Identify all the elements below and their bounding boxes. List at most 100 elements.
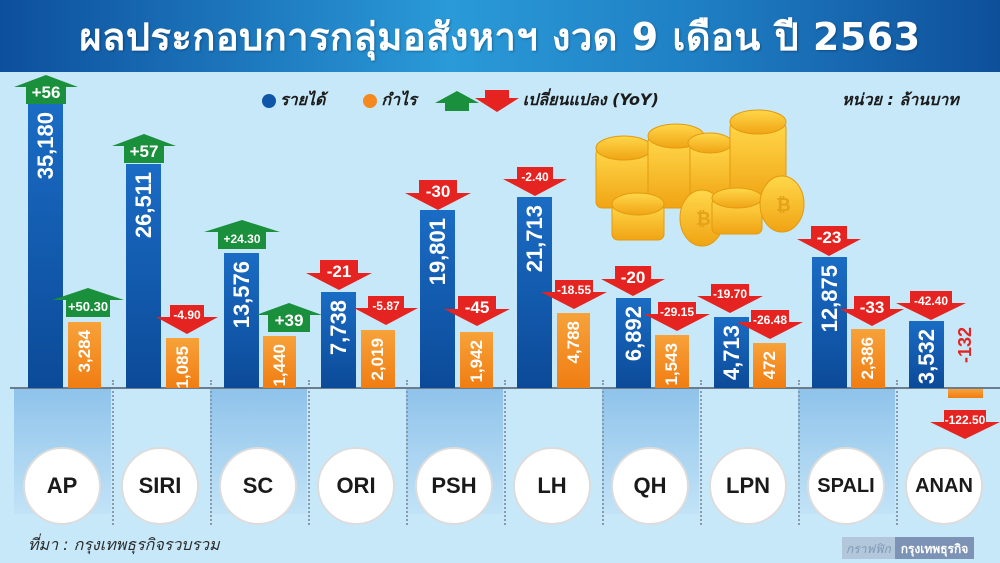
change-label: -4.90 bbox=[173, 308, 201, 322]
change-label: -23 bbox=[816, 228, 842, 247]
company-label-ori: ORI bbox=[317, 447, 395, 525]
bar-profit-ori: 2,019 bbox=[361, 330, 395, 388]
bar-value: 1,440 bbox=[269, 344, 289, 387]
chart-title: ผลประกอบการกลุ่มอสังหาฯ งวด 9 เดือน ปี 2… bbox=[79, 14, 921, 59]
bar-value: 35,180 bbox=[32, 112, 58, 180]
bar-value: 2,019 bbox=[368, 338, 387, 381]
company-label-psh: PSH bbox=[415, 447, 493, 525]
arrow-down-profit-siri: -4.90 bbox=[156, 305, 218, 334]
orange-dot-icon bbox=[363, 93, 378, 108]
bar-value: 7,738 bbox=[325, 300, 351, 356]
bar-profit-anan-negative bbox=[948, 389, 983, 398]
arrow-up-profit-sc: +39 bbox=[256, 303, 322, 332]
column-divider bbox=[406, 380, 408, 525]
change-label: -20 bbox=[620, 268, 646, 287]
arrow-up-profit-ap: +50.30 bbox=[52, 288, 124, 317]
svg-text:₿: ₿ bbox=[776, 195, 791, 215]
column-divider bbox=[602, 380, 604, 525]
arrow-down-profit-psh: -45 bbox=[444, 296, 510, 326]
change-label: -21 bbox=[326, 262, 352, 281]
bar-value: 4,788 bbox=[563, 321, 583, 364]
change-label: -29.15 bbox=[659, 305, 695, 319]
bar-value: 12,875 bbox=[816, 265, 842, 333]
bar-value: 1,543 bbox=[662, 343, 681, 386]
company-label-lh: LH bbox=[513, 447, 591, 525]
change-label: -5.87 bbox=[372, 299, 400, 313]
bar-value: 13,576 bbox=[228, 261, 254, 329]
company-label-sc: SC bbox=[219, 447, 297, 525]
company-label-qh: QH bbox=[611, 447, 689, 525]
bar-profit-siri: 1,085 bbox=[166, 338, 199, 389]
arrow-down-profit-lpn: -26.48 bbox=[737, 310, 803, 339]
bar-value: 3,284 bbox=[74, 330, 94, 373]
bar-profit-psh: 1,942 bbox=[460, 332, 493, 388]
company-label-anan: ANAN bbox=[905, 447, 983, 525]
change-label: -26.48 bbox=[752, 313, 788, 327]
gold-coins-illustration: ₿₿ bbox=[595, 109, 805, 247]
bar-value: 2,386 bbox=[858, 337, 877, 380]
change-label: -45 bbox=[464, 298, 490, 317]
change-label: -122.50 bbox=[944, 413, 986, 427]
arrow-down-revenue-lh: -2.40 bbox=[503, 167, 567, 196]
chart-baseline bbox=[10, 387, 1000, 389]
change-label: +56 bbox=[31, 83, 61, 102]
change-label: -33 bbox=[859, 298, 885, 317]
change-label: -18.55 bbox=[556, 283, 592, 297]
bar-profit-qh: 1,543 bbox=[655, 335, 689, 388]
legend: รายได้ กำไร เปลี่ยนแปลง (YoY) bbox=[262, 88, 659, 113]
arrow-down-revenue-lpn: -19.70 bbox=[697, 284, 763, 313]
arrow-up-revenue-siri: +57 bbox=[112, 134, 176, 163]
bar-revenue-ap: 35,180 bbox=[28, 104, 63, 388]
source-note: ที่มา : กรุงเทพธุรกิจรวบรวม bbox=[28, 535, 220, 554]
bar-revenue-sc: 13,576 bbox=[224, 253, 259, 388]
bar-value: 3,532 bbox=[913, 329, 939, 385]
column-divider bbox=[504, 380, 506, 525]
arrow-down-revenue-ori: -21 bbox=[306, 260, 372, 290]
bar-profit-spali: 2,386 bbox=[851, 329, 885, 388]
bar-value: 21,713 bbox=[521, 205, 547, 273]
down-arrow-icon bbox=[474, 89, 519, 112]
arrow-down-profit-qh: -29.15 bbox=[644, 302, 710, 331]
column-divider bbox=[112, 380, 114, 525]
change-label: +39 bbox=[274, 311, 304, 330]
legend-profit-label: กำไร bbox=[381, 90, 417, 109]
arrow-down-profit-anan: -122.50 bbox=[930, 410, 1000, 439]
bar-value: 1,085 bbox=[172, 346, 192, 389]
bar-value: 472 bbox=[759, 351, 779, 380]
arrow-up-revenue-sc: +24.30 bbox=[204, 220, 280, 249]
bar-revenue-spali: 12,875 bbox=[812, 257, 847, 388]
unit-label: หน่วย : ล้านบาท bbox=[842, 90, 959, 109]
arrow-down-revenue-psh: -30 bbox=[405, 180, 471, 210]
legend-change: เปลี่ยนแปลง (YoY) bbox=[434, 88, 659, 113]
svg-text:₿: ₿ bbox=[696, 209, 711, 229]
graphic-credit: กราฟฟิก กรุงเทพธุรกิจ bbox=[842, 537, 975, 559]
arrow-down-revenue-spali: -23 bbox=[797, 226, 861, 256]
column-divider bbox=[798, 380, 800, 525]
arrow-down-profit-ori: -5.87 bbox=[354, 296, 418, 325]
arrow-up-revenue-ap: +56 bbox=[14, 75, 78, 104]
arrow-down-profit-spali: -33 bbox=[840, 296, 904, 326]
arrow-down-profit-lh: -18.55 bbox=[541, 280, 607, 309]
arrow-down-revenue-anan: -42.40 bbox=[896, 291, 966, 320]
column-divider bbox=[308, 380, 310, 525]
column-divider bbox=[700, 380, 702, 525]
change-label: +57 bbox=[129, 142, 159, 161]
bar-profit-lh: 4,788 bbox=[557, 313, 590, 388]
arrow-down-revenue-qh: -20 bbox=[601, 266, 665, 296]
legend-profit: กำไร bbox=[363, 88, 417, 113]
bar-revenue-lpn: 4,713 bbox=[714, 317, 749, 388]
change-label: -2.40 bbox=[521, 170, 549, 184]
bar-revenue-psh: 19,801 bbox=[420, 210, 455, 388]
column-divider bbox=[210, 380, 212, 525]
bar-revenue-anan: 3,532 bbox=[909, 321, 944, 388]
change-label: +50.30 bbox=[67, 299, 109, 314]
change-label: +24.30 bbox=[223, 232, 261, 246]
company-label-ap: AP bbox=[23, 447, 101, 525]
bar-profit-ap: 3,284 bbox=[68, 322, 101, 388]
bar-revenue-ori: 7,738 bbox=[321, 292, 356, 388]
bar-revenue-qh: 6,892 bbox=[616, 298, 651, 388]
company-label-spali: SPALI bbox=[807, 447, 885, 525]
blue-dot-icon bbox=[262, 93, 276, 108]
change-label: -30 bbox=[425, 182, 451, 201]
bar-revenue-siri: 26,511 bbox=[126, 164, 161, 388]
